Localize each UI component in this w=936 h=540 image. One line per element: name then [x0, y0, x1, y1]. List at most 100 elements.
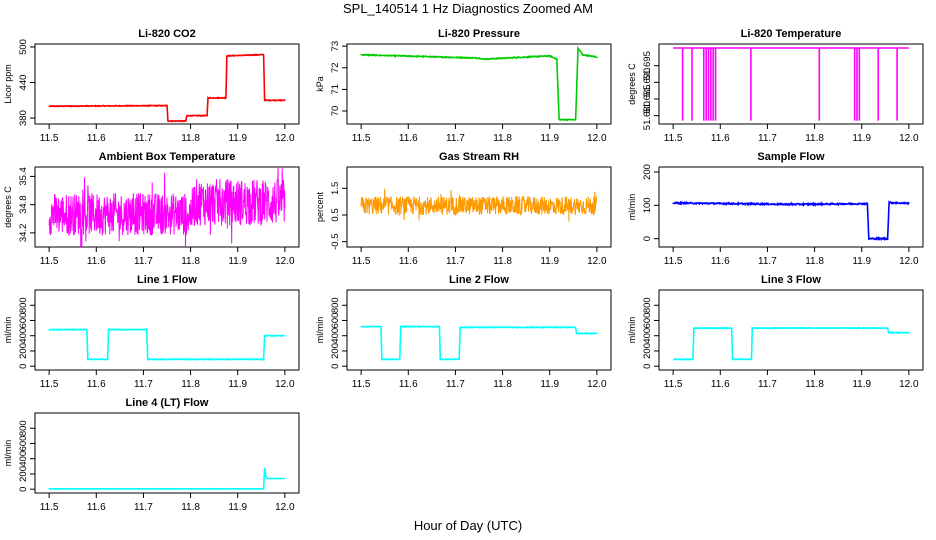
series-line-pressure — [360, 45, 598, 122]
series-group-sample-flow — [672, 200, 910, 242]
y-tick-label-ambient: 34.2 — [18, 224, 29, 243]
x-tick-label-temperature: 11.8 — [805, 133, 824, 144]
x-tick-label-line3-flow: 11.9 — [852, 379, 871, 390]
series-line-co2 — [48, 53, 286, 123]
x-tick-label-co2: 11.6 — [87, 133, 106, 144]
y-tick-label-line2-flow: 200 — [330, 343, 341, 359]
x-tick-label-rh: 11.7 — [446, 256, 465, 267]
chart-panel-pressure: Li-820 Pressure kPa 11.5 11.6 11.7 11.8 11.9 12… — [315, 28, 612, 144]
y-axis-label-co2: Licor ppm — [3, 64, 13, 104]
chart-panel-sample-flow: Sample Flow ml/min 11.5 11.6 11.7 11.8 11.9 12.… — [627, 151, 924, 267]
y-tick-label-line3-flow: 800 — [642, 297, 653, 313]
y-axis-label-ambient: degrees C — [3, 186, 13, 228]
y-tick-label-co2: 380 — [18, 110, 29, 126]
panel-title-line1-flow: Line 1 Flow — [137, 274, 197, 286]
y-tick-label-rh: 1.5 — [330, 182, 341, 195]
y-tick-label-line2-flow: 400 — [330, 328, 341, 344]
series-line-rh — [360, 188, 598, 222]
y-tick-label-temperature: 51.685 — [642, 84, 653, 113]
x-tick-label-line1-flow: 11.6 — [87, 379, 106, 390]
y-tick-label-ambient: 35.4 — [18, 167, 29, 186]
chart-panel-line3-flow: Line 3 Flow ml/min 11.5 11.6 11.7 11.8 11.9 12.… — [627, 274, 924, 390]
series-group-pressure — [360, 45, 598, 122]
x-tick-label-line3-flow: 12.0 — [899, 379, 919, 390]
series-line-sample-flow — [672, 200, 910, 242]
x-tick-label-temperature: 11.9 — [852, 133, 871, 144]
x-tick-label-line3-flow: 11.8 — [805, 379, 824, 390]
x-tick-label-line4-flow: 11.7 — [134, 502, 153, 513]
y-tick-label-line1-flow: 800 — [18, 297, 29, 313]
y-tick-label-line2-flow: 800 — [330, 297, 341, 313]
x-tick-label-line1-flow: 11.7 — [134, 379, 153, 390]
x-tick-label-sample-flow: 11.8 — [805, 256, 824, 267]
panel-title-line4-flow: Line 4 (LT) Flow — [126, 397, 209, 409]
y-tick-label-line2-flow: 0 — [330, 364, 341, 369]
plot-frame-ambient — [34, 166, 300, 248]
y-tick-label-line4-flow: 800 — [18, 420, 29, 436]
panel-title-line3-flow: Line 3 Flow — [761, 274, 821, 286]
x-tick-label-temperature: 11.5 — [664, 133, 683, 144]
figure-title: SPL_140514 1 Hz Diagnostics Zoomed AM — [342, 1, 594, 16]
x-tick-label-line3-flow: 11.6 — [711, 379, 730, 390]
panel-title-sample-flow: Sample Flow — [757, 151, 825, 163]
y-axis-label-rh: percent — [315, 191, 325, 222]
x-tick-label-line1-flow: 11.5 — [40, 379, 59, 390]
series-line-line4-flow — [48, 467, 286, 490]
y-tick-label-co2: 440 — [18, 75, 29, 91]
y-tick-label-sample-flow: 0 — [642, 236, 653, 241]
series-line-line1-flow — [48, 327, 286, 362]
x-tick-label-sample-flow: 11.6 — [711, 256, 730, 267]
x-tick-label-pressure: 12.0 — [587, 133, 607, 144]
series-group-ambient — [48, 167, 286, 247]
series-line-ambient — [48, 167, 286, 247]
plot-frame-line1-flow — [34, 289, 300, 371]
x-tick-label-line2-flow: 11.8 — [493, 379, 512, 390]
x-tick-label-ambient: 11.5 — [40, 256, 59, 267]
series-line-line3-flow — [672, 326, 910, 361]
y-axis-label-temperature: degrees C — [627, 63, 637, 105]
y-tick-label-line1-flow: 0 — [18, 364, 29, 369]
x-tick-label-sample-flow: 12.0 — [899, 256, 919, 267]
plot-frame-co2 — [34, 43, 300, 125]
panel-title-co2: Li-820 CO2 — [138, 28, 195, 40]
y-tick-label-line4-flow: 400 — [18, 451, 29, 467]
series-group-co2 — [48, 53, 286, 123]
x-tick-label-sample-flow: 11.9 — [852, 256, 871, 267]
y-tick-label-pressure: 72 — [330, 62, 341, 73]
y-tick-label-line2-flow: 600 — [330, 313, 341, 329]
y-tick-label-line3-flow: 0 — [642, 364, 653, 369]
x-tick-label-line3-flow: 11.5 — [664, 379, 683, 390]
y-axis-label-line4-flow: ml/min — [3, 440, 13, 467]
panel-title-ambient: Ambient Box Temperature — [99, 151, 236, 163]
x-tick-label-line2-flow: 11.9 — [540, 379, 559, 390]
x-tick-label-sample-flow: 11.5 — [664, 256, 683, 267]
x-tick-label-co2: 11.8 — [181, 133, 200, 144]
plot-frame-line3-flow — [658, 289, 924, 371]
x-tick-label-line4-flow: 11.5 — [40, 502, 59, 513]
x-tick-label-line2-flow: 11.5 — [352, 379, 371, 390]
x-tick-label-line4-flow: 11.9 — [228, 502, 247, 513]
series-group-line1-flow — [48, 327, 286, 362]
x-tick-label-rh: 11.9 — [540, 256, 559, 267]
x-tick-label-ambient: 11.8 — [181, 256, 200, 267]
x-tick-label-line1-flow: 12.0 — [275, 379, 295, 390]
y-tick-label-pressure: 70 — [330, 106, 341, 117]
x-tick-label-ambient: 11.9 — [228, 256, 247, 267]
y-tick-label-pressure: 73 — [330, 41, 341, 52]
x-tick-label-pressure: 11.6 — [399, 133, 418, 144]
plot-frame-line2-flow — [346, 289, 612, 371]
plot-frame-rh — [346, 166, 612, 248]
y-axis-label-line1-flow: ml/min — [3, 317, 13, 344]
x-tick-label-pressure: 11.5 — [352, 133, 371, 144]
y-tick-label-line3-flow: 600 — [642, 313, 653, 329]
y-tick-label-line3-flow: 200 — [642, 343, 653, 359]
y-tick-label-temperature: 51.690 — [642, 68, 653, 97]
x-tick-label-line2-flow: 11.6 — [399, 379, 418, 390]
y-tick-label-sample-flow: 200 — [642, 164, 653, 180]
chart-panel-line4-flow: Line 4 (LT) Flow ml/min 11.5 11.6 11.7 11.8 11… — [3, 397, 300, 513]
chart-panel-co2: Li-820 CO2 Licor ppm 11.5 11.6 11.7 11.8 11.9 1… — [3, 28, 300, 144]
series-group-line2-flow — [360, 325, 598, 361]
x-tick-label-line1-flow: 11.9 — [228, 379, 247, 390]
